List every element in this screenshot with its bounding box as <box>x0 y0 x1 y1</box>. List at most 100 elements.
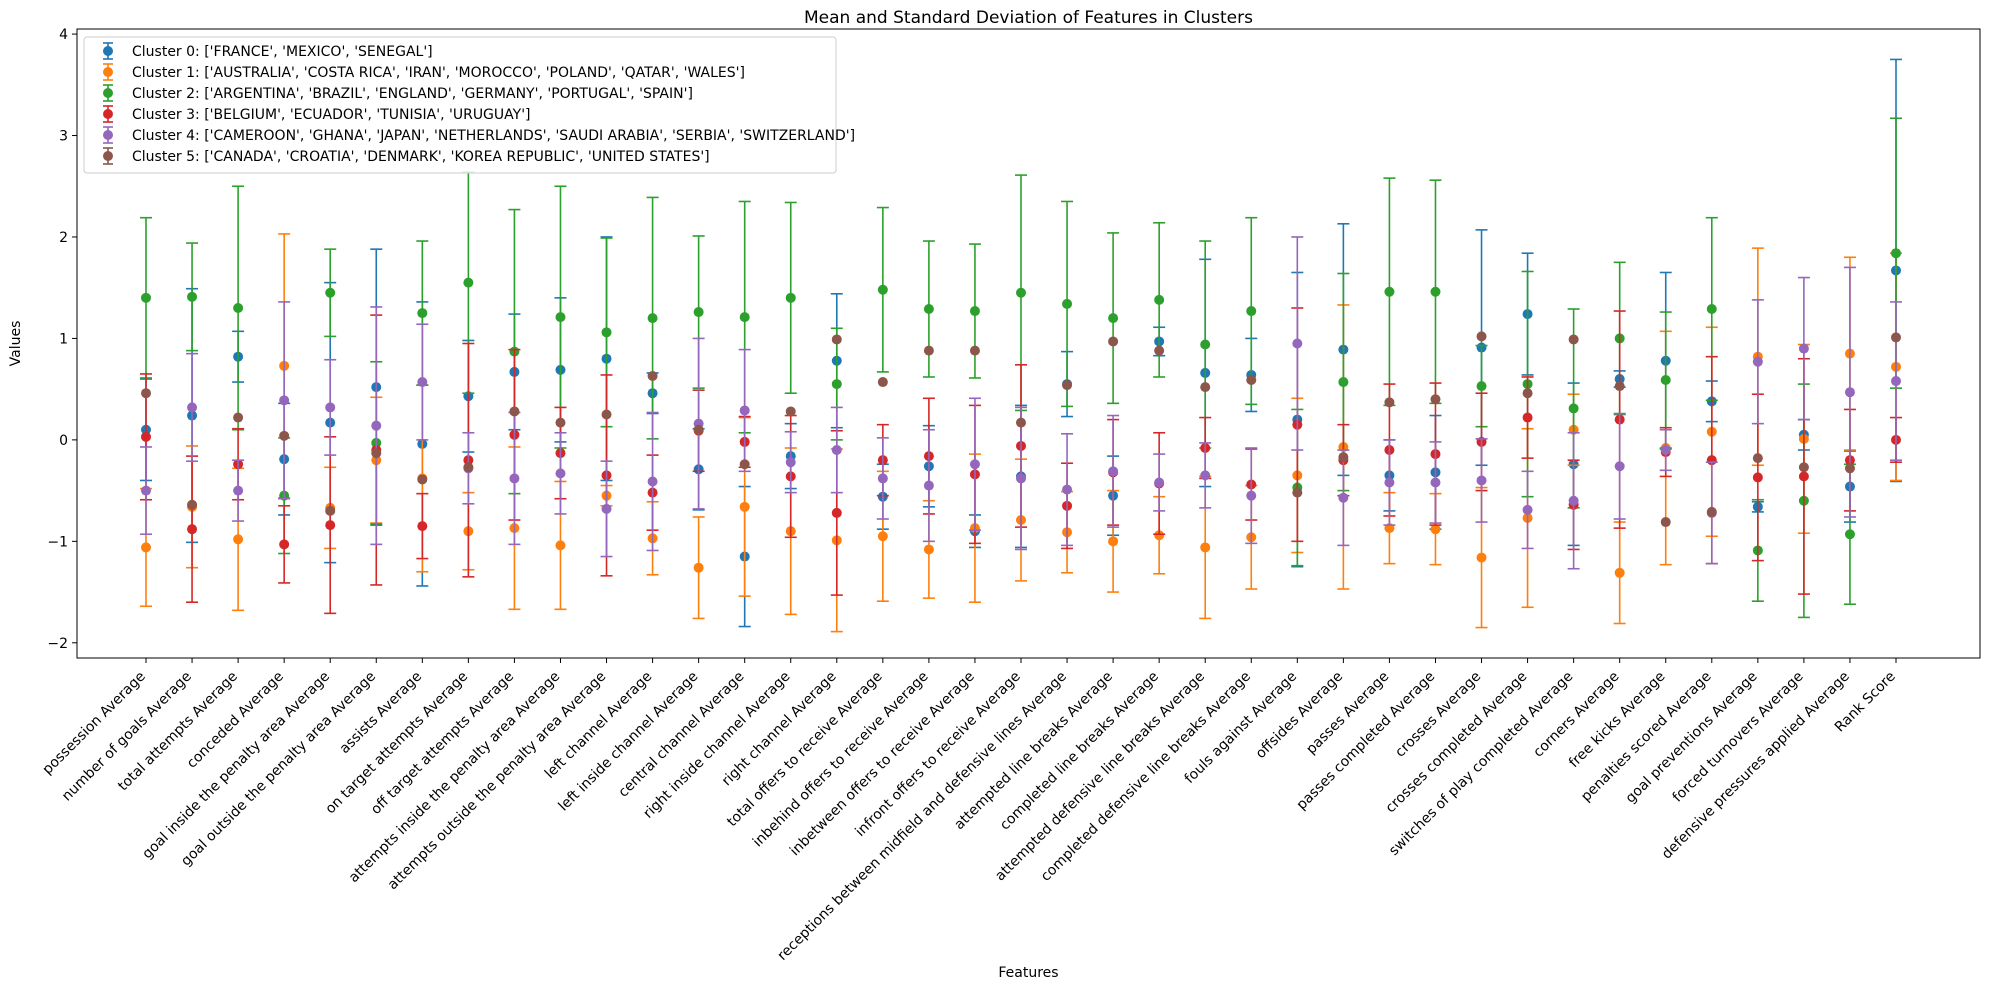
data-point <box>1200 542 1211 553</box>
data-point <box>877 377 888 388</box>
data-point <box>1154 530 1165 541</box>
data-point <box>1476 381 1487 392</box>
series-cluster-4 <box>140 236 1902 570</box>
legend-marker <box>103 46 113 56</box>
legend-entry: Cluster 3: ['BELGIUM', 'ECUADOR', 'TUNIS… <box>132 107 531 123</box>
data-point <box>1798 462 1809 473</box>
data-point <box>1108 536 1119 547</box>
data-point <box>1614 567 1625 578</box>
data-point <box>1200 470 1211 481</box>
data-point <box>1752 356 1763 367</box>
data-point <box>601 503 612 514</box>
data-point <box>1660 445 1671 456</box>
legend-marker <box>103 109 113 119</box>
data-point <box>1430 477 1441 488</box>
data-point <box>1338 377 1349 388</box>
data-point <box>1292 338 1303 349</box>
data-point <box>647 313 658 324</box>
data-point <box>1338 452 1349 463</box>
data-point <box>141 292 151 303</box>
data-point <box>647 476 658 487</box>
data-point <box>1246 306 1257 317</box>
data-point <box>969 459 980 470</box>
data-point <box>1522 504 1533 515</box>
data-point <box>1568 334 1579 345</box>
legend-marker <box>103 130 113 140</box>
y-tick-label: 3 <box>59 129 68 145</box>
data-point <box>923 544 934 555</box>
data-point <box>1154 345 1165 356</box>
legend-entry: Cluster 4: ['CAMEROON', 'GHANA', 'JAPAN'… <box>132 128 855 144</box>
data-point <box>1752 472 1763 483</box>
data-point <box>923 304 934 315</box>
data-point <box>187 291 198 302</box>
y-tick-label: −1 <box>47 534 68 550</box>
legend-marker <box>103 88 113 98</box>
legend-entry: Cluster 2: ['ARGENTINA', 'BRAZIL', 'ENGL… <box>132 86 693 102</box>
data-point <box>417 521 428 532</box>
data-point <box>831 379 842 390</box>
data-point <box>555 540 566 551</box>
data-point <box>325 402 336 413</box>
data-point <box>1338 492 1349 503</box>
data-point <box>1891 376 1901 387</box>
data-point <box>601 327 612 338</box>
data-point <box>739 459 750 470</box>
legend-box <box>83 36 837 174</box>
data-point <box>1016 473 1026 484</box>
data-point <box>325 287 336 298</box>
data-point <box>1062 380 1073 391</box>
data-point <box>739 405 750 416</box>
data-point <box>1614 381 1625 392</box>
data-point <box>1384 397 1395 408</box>
legend-marker <box>103 151 113 161</box>
data-point <box>555 417 566 428</box>
series-layer <box>140 58 1902 633</box>
data-point <box>187 499 198 510</box>
data-point <box>1016 287 1026 298</box>
y-tick-label: 0 <box>59 433 68 449</box>
data-point <box>1016 417 1026 428</box>
data-point <box>877 531 888 542</box>
data-point <box>1798 343 1809 354</box>
data-point <box>1476 331 1487 342</box>
data-point <box>1660 517 1671 528</box>
data-point <box>693 424 704 435</box>
y-axis-label: Values <box>8 321 24 367</box>
data-point <box>739 501 750 512</box>
data-point <box>463 277 474 288</box>
data-point <box>693 307 704 318</box>
data-point <box>1430 286 1441 297</box>
data-point <box>1706 506 1717 517</box>
data-point <box>1568 495 1579 506</box>
data-point <box>877 473 888 484</box>
legend-entry: Cluster 1: ['AUSTRALIA', 'COSTA RICA', '… <box>132 65 745 81</box>
data-point <box>923 480 934 491</box>
data-point <box>279 539 290 550</box>
data-point <box>187 524 198 535</box>
data-point <box>141 388 151 399</box>
data-point <box>1430 394 1441 405</box>
legend-entry: Cluster 5: ['CANADA', 'CROATIA', 'DENMAR… <box>132 149 710 165</box>
data-point <box>141 431 151 442</box>
data-point <box>279 395 290 406</box>
data-point <box>233 485 244 496</box>
data-point <box>1522 388 1533 399</box>
data-point <box>417 474 428 485</box>
data-point <box>1844 463 1855 474</box>
data-point <box>141 542 151 553</box>
data-point <box>1891 248 1901 259</box>
data-point <box>1706 304 1717 315</box>
data-point <box>1476 475 1487 486</box>
legend-entry: Cluster 0: ['FRANCE', 'MEXICO', 'SENEGAL… <box>132 44 433 60</box>
data-point <box>693 562 704 573</box>
data-point <box>785 406 796 417</box>
data-point <box>1154 294 1165 305</box>
data-point <box>969 306 980 317</box>
data-point <box>923 345 934 356</box>
data-point <box>279 430 290 441</box>
data-point <box>1108 336 1119 347</box>
data-point <box>417 308 428 319</box>
data-point <box>831 334 842 345</box>
